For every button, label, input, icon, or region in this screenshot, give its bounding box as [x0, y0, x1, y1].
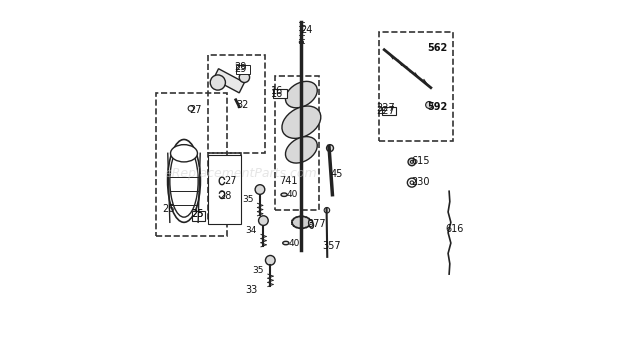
Text: 227: 227: [376, 106, 396, 116]
Circle shape: [408, 158, 415, 166]
Text: 562: 562: [427, 43, 447, 53]
Circle shape: [426, 102, 433, 109]
Ellipse shape: [299, 41, 303, 44]
Bar: [379, 32, 453, 141]
Ellipse shape: [170, 145, 197, 162]
Bar: [208, 153, 241, 221]
Bar: [192, 211, 205, 221]
Bar: [382, 107, 396, 115]
Circle shape: [210, 75, 226, 90]
Ellipse shape: [285, 137, 317, 163]
Bar: [156, 93, 227, 236]
Bar: [236, 65, 250, 74]
Circle shape: [259, 216, 268, 226]
Ellipse shape: [281, 193, 287, 196]
Circle shape: [239, 72, 250, 82]
Text: 357: 357: [322, 242, 341, 252]
Circle shape: [255, 185, 265, 195]
Text: 592: 592: [427, 102, 447, 112]
Text: 28: 28: [219, 191, 232, 201]
Text: 16: 16: [271, 88, 283, 98]
Ellipse shape: [292, 216, 311, 228]
Text: 741: 741: [280, 176, 298, 186]
Bar: [275, 76, 319, 210]
Text: 377: 377: [308, 219, 326, 229]
Ellipse shape: [283, 241, 289, 245]
Bar: [208, 155, 241, 224]
Circle shape: [265, 255, 275, 265]
Circle shape: [327, 145, 334, 152]
Text: 27: 27: [224, 176, 237, 186]
Text: 26: 26: [162, 204, 175, 214]
Text: 16: 16: [271, 86, 283, 96]
Text: 35: 35: [242, 195, 254, 204]
Text: 40: 40: [289, 238, 300, 247]
Text: 45: 45: [330, 169, 343, 179]
Text: 616: 616: [445, 224, 464, 234]
Text: 25: 25: [192, 209, 204, 219]
Circle shape: [410, 160, 413, 163]
Text: eReplacementParts.com: eReplacementParts.com: [165, 167, 317, 181]
Ellipse shape: [309, 220, 314, 228]
Text: 29: 29: [234, 64, 247, 74]
Polygon shape: [213, 69, 244, 93]
Bar: [208, 55, 265, 153]
Text: 29: 29: [234, 62, 247, 72]
Text: 615: 615: [411, 156, 430, 166]
Text: 35: 35: [252, 266, 264, 275]
Text: 33: 33: [245, 285, 257, 295]
Text: 34: 34: [246, 227, 257, 236]
Text: 230: 230: [411, 176, 430, 187]
Ellipse shape: [282, 106, 321, 139]
Text: 24: 24: [300, 25, 312, 35]
Text: 40: 40: [287, 190, 298, 199]
Text: 25: 25: [192, 209, 204, 219]
Text: 227: 227: [376, 103, 396, 113]
Circle shape: [324, 207, 330, 213]
Bar: [273, 89, 286, 98]
Text: 27: 27: [189, 105, 202, 115]
Text: 32: 32: [236, 100, 249, 110]
Ellipse shape: [285, 81, 317, 108]
